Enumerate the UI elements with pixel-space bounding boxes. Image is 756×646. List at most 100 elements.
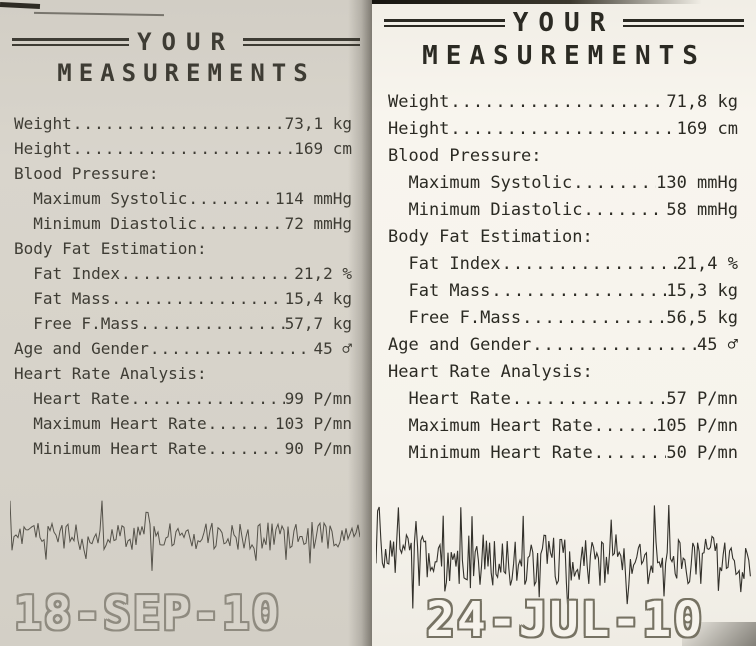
measurement-value: 58 mmHg — [666, 200, 738, 220]
section-row: Blood Pressure: — [14, 161, 352, 186]
dot-leader: ........................................… — [573, 173, 656, 193]
measurement-label: Age and Gender — [388, 335, 532, 355]
dot-leader: ........................................… — [593, 443, 667, 463]
measurement-label: Blood Pressure: — [14, 164, 159, 183]
measurement-row: Height..................................… — [388, 116, 738, 143]
measurement-row: Age and Gender..........................… — [388, 332, 738, 359]
measurement-label: Fat Mass — [408, 281, 491, 301]
date-stamp: 24-JUL-10 — [426, 592, 705, 646]
measurement-row: Fat Mass................................… — [14, 286, 352, 311]
measurement-label: Free F.Mass — [33, 314, 140, 333]
measurement-row: Free F.Mass.............................… — [14, 311, 352, 336]
measurement-row: Height..................................… — [14, 136, 352, 161]
header-rule-left — [12, 38, 130, 46]
measurement-value: 15,3 kg — [666, 281, 738, 301]
header-measurements: MEASUREMENTS — [57, 59, 315, 87]
measurement-label: Maximum Heart Rate — [33, 414, 207, 433]
measurement-label: Blood Pressure: — [388, 146, 542, 166]
measurement-row: Minimum Heart Rate......................… — [388, 440, 738, 467]
measurement-row: Heart Rate..............................… — [14, 386, 352, 411]
measurement-row: Fat Mass................................… — [388, 278, 738, 305]
section-row: Blood Pressure: — [388, 143, 738, 170]
header-your: YOUR — [137, 28, 235, 56]
measurement-row: Free F.Mass.............................… — [388, 305, 738, 332]
measurement-value: 21,4 % — [676, 254, 738, 274]
receipt-header: YOUR MEASUREMENTS — [0, 0, 372, 87]
measurement-label: Maximum Systolic — [408, 173, 573, 193]
dot-leader: ........................................… — [130, 389, 285, 408]
measurement-label: Body Fat Estimation: — [14, 239, 207, 258]
measurement-row: Fat Index...............................… — [14, 261, 352, 286]
measurement-value: 45 ♂ — [313, 339, 352, 358]
measurement-label: Fat Index — [408, 254, 501, 274]
heart-rate-waveform — [376, 504, 751, 614]
measurement-value: 169 cm — [294, 139, 352, 158]
measurement-label: Body Fat Estimation: — [388, 227, 593, 247]
measurement-label: Heart Rate — [33, 389, 130, 408]
measurement-value: 169 cm — [676, 119, 738, 139]
measurement-row: Minimum Heart Rate......................… — [14, 436, 352, 461]
measurement-value: 103 P/mn — [274, 414, 352, 433]
measurement-value: 71,8 kg — [666, 92, 738, 112]
header-measurements: MEASUREMENTS — [422, 41, 706, 71]
measurements-list: Weight..................................… — [372, 71, 756, 467]
measurement-row: Weight..................................… — [14, 111, 352, 136]
measurement-value: 90 P/mn — [284, 439, 352, 458]
dot-leader: ........................................… — [140, 314, 285, 333]
measurement-label: Minimum Diastolic — [33, 214, 198, 233]
measurement-row: Weight..................................… — [388, 89, 738, 116]
measurement-row: Minimum Diastolic.......................… — [388, 197, 738, 224]
measurement-label: Heart Rate Analysis: — [14, 364, 207, 383]
dot-leader: ........................................… — [198, 214, 285, 233]
measurement-value: 56,5 kg — [666, 308, 738, 328]
measurement-row: Age and Gender..........................… — [14, 336, 352, 361]
scan-artifact — [682, 622, 756, 646]
measurement-value: 15,4 kg — [284, 289, 352, 308]
dot-leader: ........................................… — [522, 308, 667, 328]
measurement-value: 57,7 kg — [284, 314, 352, 333]
dot-leader: ........................................… — [72, 139, 294, 158]
header-rule-left — [384, 19, 505, 27]
measurement-label: Height — [388, 119, 450, 139]
measurement-label: Minimum Heart Rate — [408, 443, 593, 463]
measurement-label: Age and Gender — [14, 339, 149, 358]
measurement-label: Height — [14, 139, 72, 158]
dot-leader: ........................................… — [491, 281, 666, 301]
measurement-label: Minimum Heart Rate — [33, 439, 207, 458]
dot-leader: ........................................… — [593, 416, 656, 436]
measurement-value: 57 P/mn — [666, 389, 738, 409]
measurement-label: Heart Rate — [408, 389, 511, 409]
measurements-list: Weight..................................… — [0, 87, 372, 461]
dot-leader: ........................................… — [532, 335, 698, 355]
measurement-row: Maximum Heart Rate......................… — [14, 411, 352, 436]
measurement-row: Maximum Systolic........................… — [388, 170, 738, 197]
measurement-row: Minimum Diastolic.......................… — [14, 211, 352, 236]
header-rule-right — [623, 19, 744, 27]
header-rule-right — [242, 38, 361, 46]
measurement-value: 21,2 % — [294, 264, 352, 283]
measurement-value: 105 P/mn — [656, 416, 738, 436]
dot-leader: ........................................… — [111, 289, 284, 308]
measurement-label: Minimum Diastolic — [408, 200, 583, 220]
heart-rate-waveform — [10, 500, 360, 571]
measurement-label: Fat Index — [33, 264, 120, 283]
measurement-label: Maximum Systolic — [33, 189, 188, 208]
receipt-left: YOUR MEASUREMENTS Weight................… — [0, 0, 372, 646]
scan-artifact — [372, 0, 703, 4]
date-stamp: 18-SEP-10 — [14, 586, 282, 640]
measurement-value: 99 P/mn — [284, 389, 352, 408]
measurement-label: Free F.Mass — [408, 308, 522, 328]
header-title-row: YOUR — [384, 8, 744, 38]
measurement-label: Fat Mass — [33, 289, 111, 308]
header-title-row: YOUR — [12, 28, 361, 56]
measurement-value: 45 ♂ — [697, 335, 738, 355]
measurement-row: Maximum Heart Rate......................… — [388, 413, 738, 440]
dot-leader: ........................................… — [450, 92, 666, 112]
measurement-row: Maximum Systolic........................… — [14, 186, 352, 211]
dot-leader: ........................................… — [120, 264, 294, 283]
section-row: Body Fat Estimation: — [388, 224, 738, 251]
dot-leader: ........................................… — [450, 119, 676, 139]
measurement-label: Heart Rate Analysis: — [388, 362, 593, 382]
measurement-value: 73,1 kg — [284, 114, 352, 133]
